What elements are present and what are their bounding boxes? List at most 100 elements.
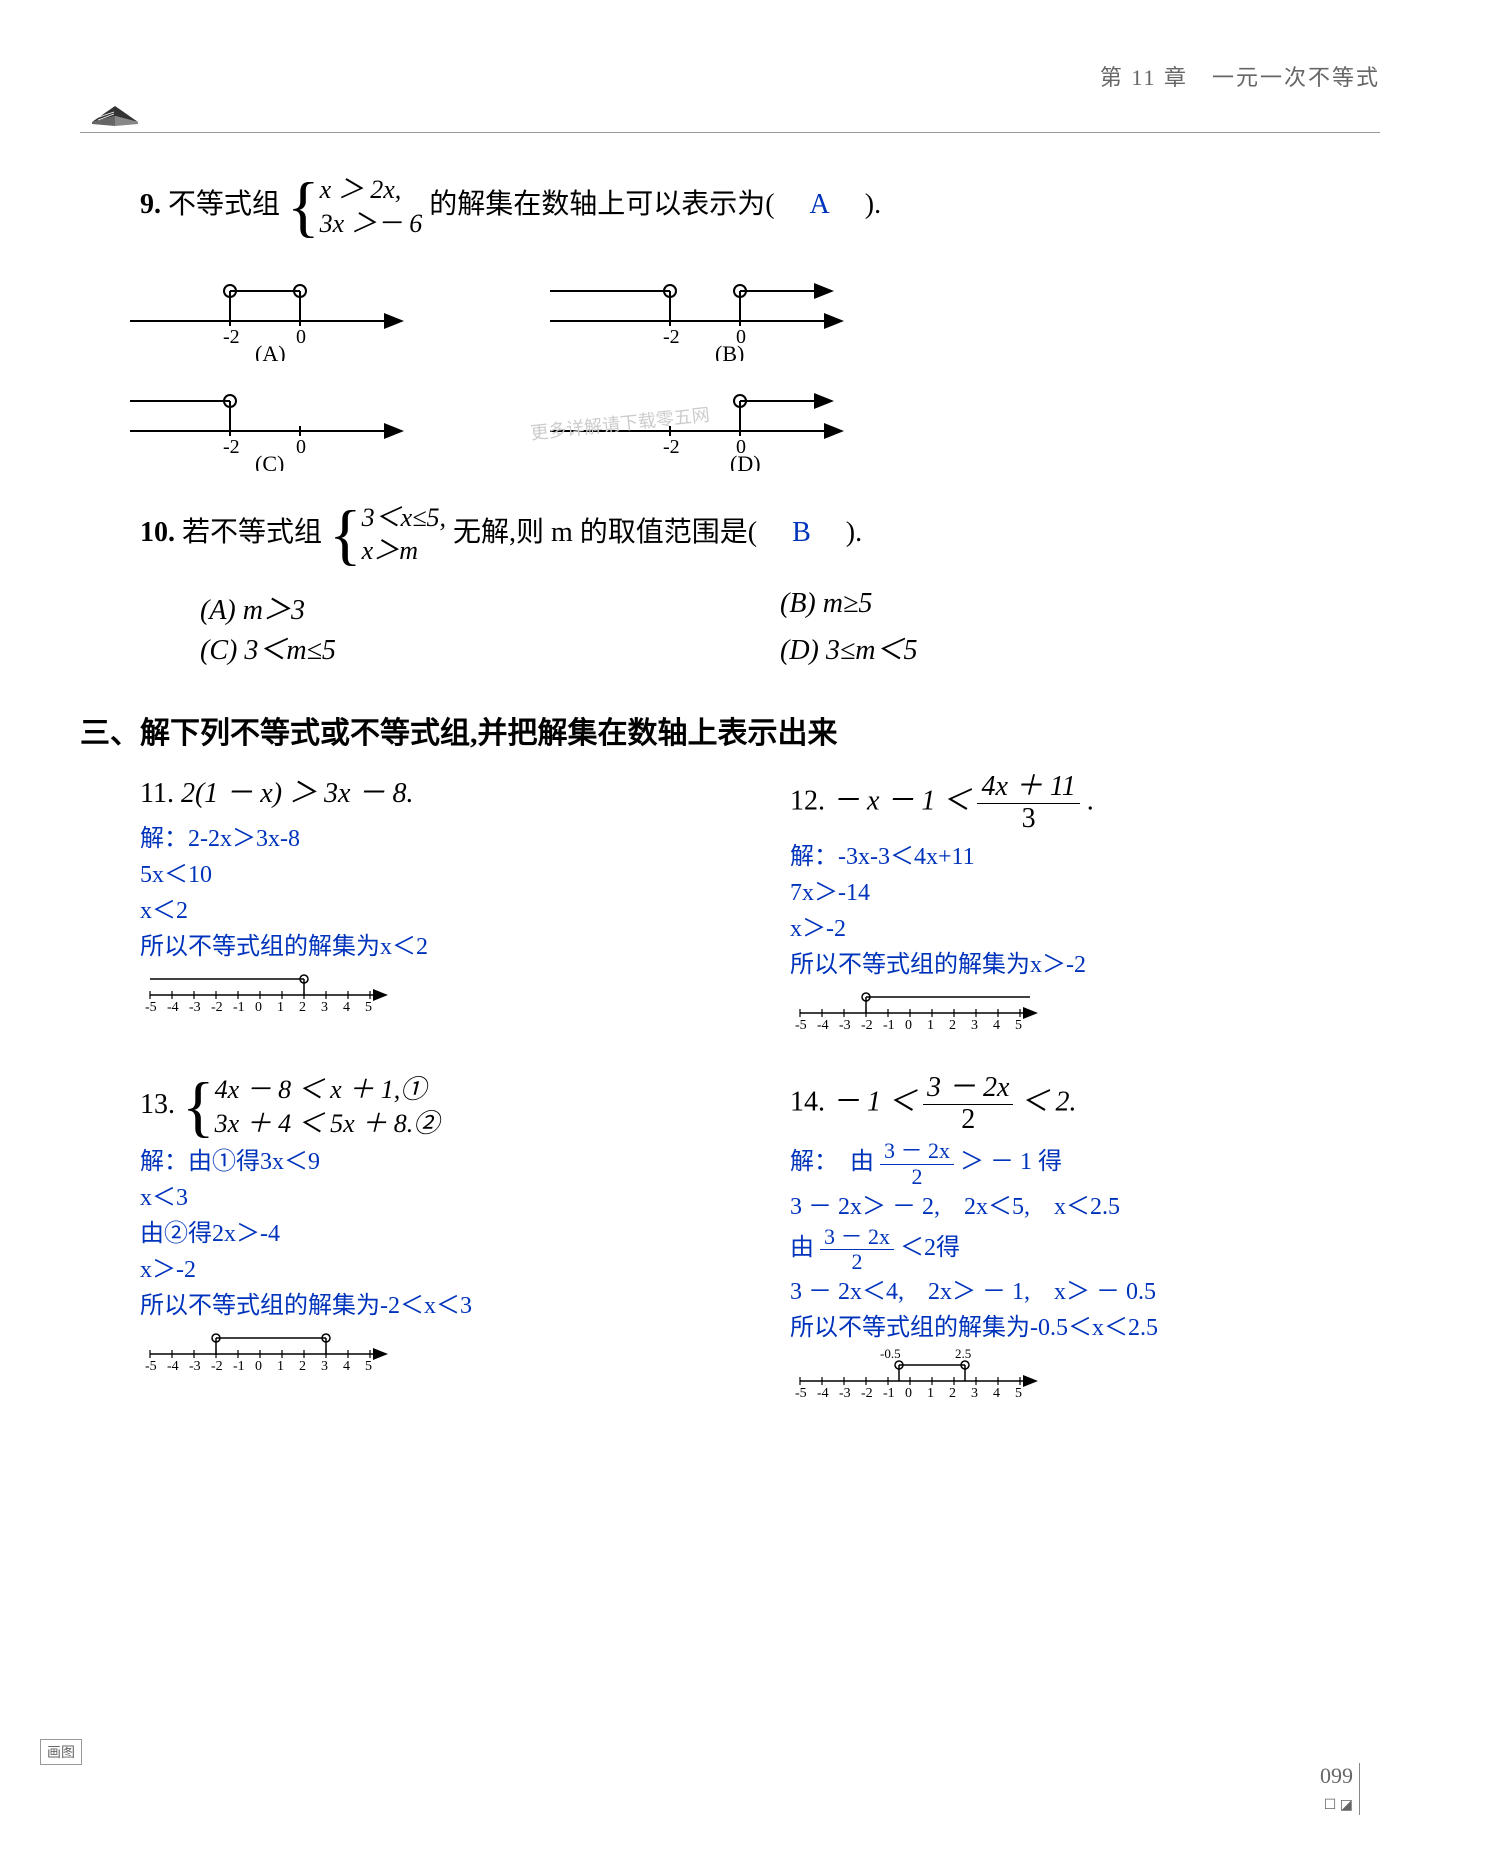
q11-number: 11. [140,778,174,809]
q9-label-a: (A) [255,341,286,361]
svg-text:3: 3 [321,1359,328,1374]
svg-text:3: 3 [971,1018,978,1033]
svg-text:-1: -1 [883,1018,895,1033]
q13-number: 13. [140,1089,175,1120]
svg-text:2: 2 [299,1000,306,1015]
q14-s3: 由 [790,1235,814,1261]
page-number: 099 ☐ ◪ [1320,1763,1360,1815]
svg-text:-1: -1 [883,1386,895,1401]
q12-qhead: － x － 1 ＜ [832,786,970,817]
svg-text:0: 0 [905,1386,912,1401]
question-10: 10. 若不等式组 { 3＜x≤5, x＞m 无解,则 m 的取值范围是( B … [140,501,1380,569]
q14-f1d: 2 [880,1165,954,1189]
question-14: 14. － 1 ＜ 3 － 2x2 ＜ 2. 解： 由 3 － 2x2 ＞ － … [790,1073,1380,1401]
svg-text:-4: -4 [817,1386,829,1401]
q9-label-d: (D) [730,451,761,471]
q13-s1: 解：由①得3x＜9 [140,1144,730,1180]
q14-s5: 所以不等式组的解集为-0.5＜x＜2.5 [790,1310,1380,1346]
svg-text:-2: -2 [223,436,240,458]
q12-fracd: 3 [977,804,1079,835]
q9-tail: 的解集在数轴上可以表示为( [429,189,802,220]
q11-s4: 所以不等式组的解集为x＜2 [140,929,730,965]
q10-brace: { 3＜x≤5, x＞m [329,501,446,569]
q14-f2n: 3 － 2x [820,1225,894,1250]
q10-opt-d: (D) 3≤m＜5 [780,628,1120,668]
svg-text:5: 5 [365,1000,372,1015]
section-3-header: 三、解下列不等式或不等式组,并把解集在数轴上表示出来 [80,708,1380,752]
q14-s1b: ＞ － 1 得 [960,1150,1062,1176]
q9-tail2: ). [837,189,881,220]
svg-text:-5: -5 [795,1018,807,1033]
q11-s2: 5x＜10 [140,857,730,893]
q14-qhead: － 1 ＜ [832,1087,916,1118]
q13-br2: 3x ＋ 4 ＜ 5x ＋ 8.② [215,1107,440,1141]
q10-opt-b: (B) m≥5 [780,588,1120,628]
q11-s1: 解：2-2x＞3x-8 [140,821,730,857]
svg-text:1: 1 [277,1359,284,1374]
svg-text:0: 0 [255,1359,262,1374]
question-13: 13. { 4x － 8 ＜ x ＋ 1,① 3x ＋ 4 ＜ 5x ＋ 8.②… [140,1073,730,1401]
q9-br1: x ＞ 2x, [320,173,423,207]
q13-numberline: -5-4-3-2-1012345 [140,1324,400,1374]
q14-s4: 3 － 2x＜4, 2x＞ － 1, x＞ － 0.5 [790,1274,1380,1310]
q10-br1: 3＜x≤5, [362,501,446,535]
svg-text:-2: -2 [663,326,680,348]
svg-text:-2: -2 [663,436,680,458]
svg-text:2.5: 2.5 [955,1346,971,1361]
q12-s4: 所以不等式组的解集为x＞-2 [790,947,1380,983]
q9-option-a-diagram: -2 0 (A) [120,261,420,361]
q11-s3: x＜2 [140,893,730,929]
q10-opt-a: (A) m＞3 [200,588,540,628]
q11-question: 2(1 － x) ＞ 3x － 8. [181,778,414,809]
svg-text:-2: -2 [211,1000,223,1015]
q14-s3b: ＜2得 [900,1235,960,1261]
svg-text:-4: -4 [167,1359,179,1374]
q14-fracd: 2 [923,1105,1013,1136]
q9-label-b: (B) [715,341,744,361]
q13-s5: 所以不等式组的解集为-2＜x＜3 [140,1288,730,1324]
svg-text:-4: -4 [167,1000,179,1015]
q14-numberline: -5-4-3-2-1012345 -0.5 2.5 [790,1346,1050,1401]
q13-s4: x＞-2 [140,1252,730,1288]
chapter-header: 第 11 章 一元一次不等式 [80,60,1380,133]
q10-options: (A) m＞3 (B) m≥5 (C) 3＜m≤5 (D) 3≤m＜5 [200,588,1380,668]
svg-text:-1: -1 [233,1359,245,1374]
svg-text:3: 3 [321,1000,328,1015]
svg-text:0: 0 [255,1000,262,1015]
svg-text:-2: -2 [211,1359,223,1374]
q14-f2d: 2 [820,1250,894,1274]
question-11: 11. 2(1 － x) ＞ 3x － 8. 解：2-2x＞3x-8 5x＜10… [140,772,730,1033]
svg-text:1: 1 [277,1000,284,1015]
q14-f1n: 3 － 2x [880,1139,954,1164]
svg-text:-5: -5 [795,1386,807,1401]
q9-answer: A [810,189,830,220]
q12-qtail: . [1087,786,1094,817]
q10-opt-c: (C) 3＜m≤5 [200,628,540,668]
q14-s1: 解： 由 [790,1150,874,1176]
q9-lead: 不等式组 [168,189,280,220]
q9-label-c: (C) [255,451,284,471]
q12-s3: x＞-2 [790,911,1380,947]
svg-text:-5: -5 [145,1359,157,1374]
svg-text:5: 5 [1015,1018,1022,1033]
q10-tail: 无解,则 m 的取值范围是( [453,517,785,548]
svg-text:5: 5 [1015,1386,1022,1401]
svg-text:2: 2 [949,1018,956,1033]
q9-option-c-diagram: -2 0 (C) [120,371,420,471]
svg-text:-3: -3 [189,1359,201,1374]
q13-s3: 由②得2x＞-4 [140,1216,730,1252]
q14-number: 14. [790,1087,825,1118]
q10-lead: 若不等式组 [182,517,322,548]
question-12: 12. － x － 1 ＜ 4x ＋ 113 . 解：-3x-3＜4x+11 7… [790,772,1380,1033]
svg-text:4: 4 [993,1018,1000,1033]
svg-text:1: 1 [927,1018,934,1033]
q10-number: 10. [140,517,175,548]
svg-text:4: 4 [343,1359,350,1374]
svg-text:-1: -1 [233,1000,245,1015]
svg-text:0: 0 [296,436,306,458]
svg-text:4: 4 [993,1386,1000,1401]
svg-text:-2: -2 [223,326,240,348]
svg-text:-3: -3 [839,1018,851,1033]
svg-text:2: 2 [299,1359,306,1374]
q12-number: 12. [790,786,825,817]
